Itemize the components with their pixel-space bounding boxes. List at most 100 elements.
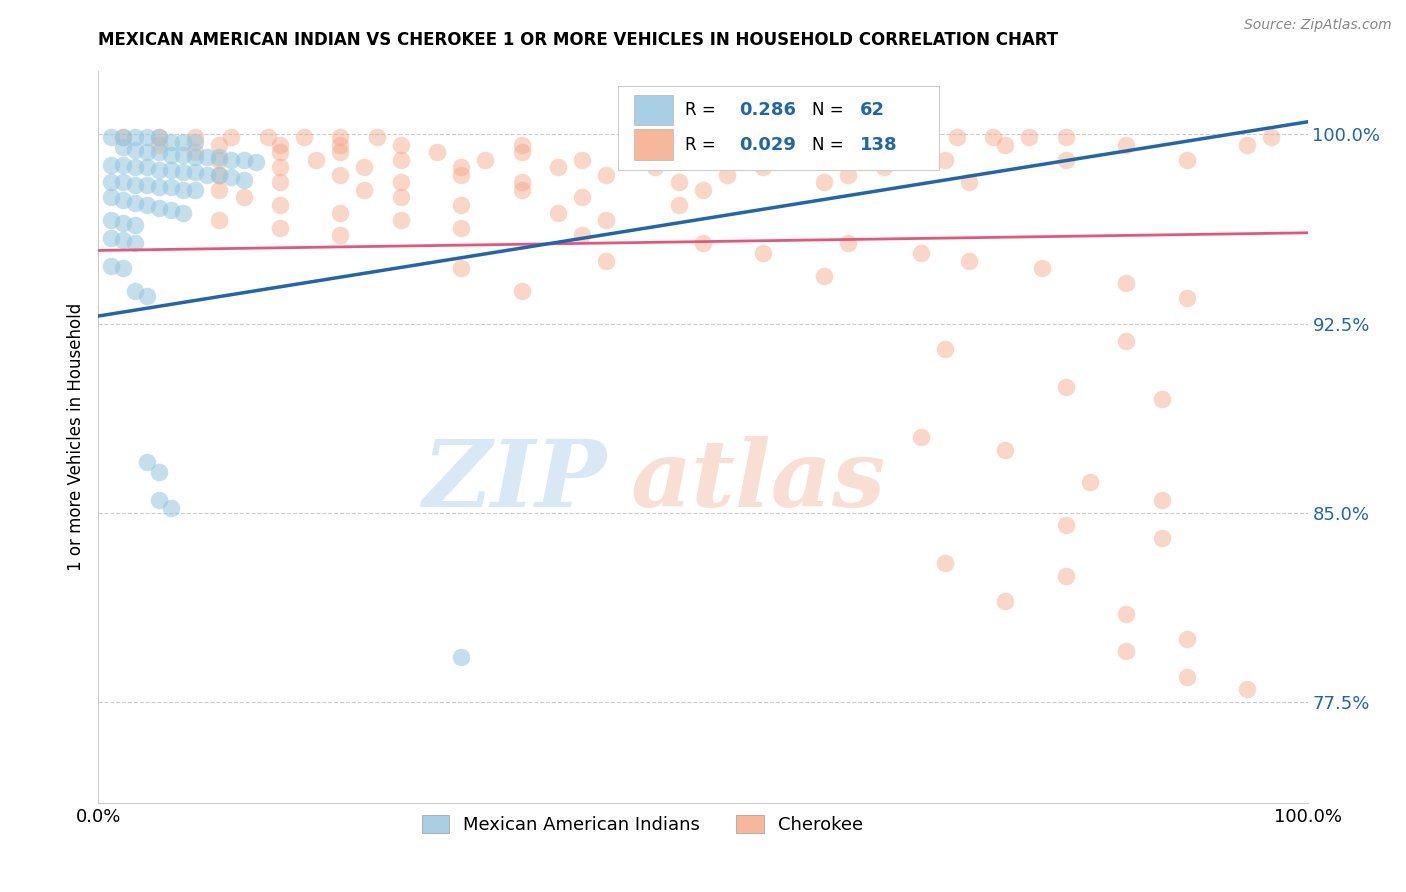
Point [510, 175, 533, 189]
Point [571, 153, 593, 167]
Point [957, 175, 980, 189]
Point [450, 160, 472, 174]
Point [692, 183, 714, 197]
Point [208, 213, 231, 227]
Point [934, 153, 956, 167]
Point [329, 145, 352, 159]
Point [994, 442, 1017, 457]
Point [1236, 682, 1258, 697]
Point [124, 160, 146, 174]
Point [1054, 153, 1077, 167]
Point [994, 137, 1017, 152]
FancyBboxPatch shape [619, 86, 939, 170]
Point [269, 137, 291, 152]
Point [450, 220, 472, 235]
Point [1152, 392, 1174, 407]
Point [450, 198, 472, 212]
Point [873, 137, 896, 152]
Point [426, 145, 449, 159]
Point [1054, 379, 1077, 393]
Point [1152, 531, 1174, 545]
Point [124, 218, 146, 232]
Point [148, 466, 170, 480]
Point [184, 150, 207, 164]
Point [813, 175, 835, 189]
Point [208, 168, 231, 182]
Point [994, 594, 1017, 608]
Point [111, 233, 134, 247]
Point [1078, 475, 1101, 490]
Point [813, 153, 835, 167]
Point [934, 556, 956, 570]
Text: R =: R = [685, 136, 721, 153]
Point [269, 220, 291, 235]
Point [752, 137, 775, 152]
Point [752, 145, 775, 159]
Point [124, 235, 146, 250]
Point [389, 213, 412, 227]
Point [752, 160, 775, 174]
Point [148, 201, 170, 215]
Point [195, 150, 218, 164]
Text: MEXICAN AMERICAN INDIAN VS CHEROKEE 1 OR MORE VEHICLES IN HOUSEHOLD CORRELATION : MEXICAN AMERICAN INDIAN VS CHEROKEE 1 OR… [98, 31, 1059, 49]
Point [510, 183, 533, 197]
Point [148, 137, 170, 152]
Point [1031, 261, 1053, 276]
Point [510, 284, 533, 298]
Point [100, 175, 122, 189]
Point [813, 268, 835, 283]
Text: 0.029: 0.029 [740, 136, 796, 153]
Text: 62: 62 [860, 101, 886, 120]
Point [135, 289, 157, 303]
Point [631, 145, 654, 159]
FancyBboxPatch shape [634, 95, 672, 126]
Point [245, 155, 267, 169]
Point [135, 455, 157, 469]
Point [329, 130, 352, 145]
Point [221, 153, 243, 167]
Point [329, 168, 352, 182]
Point [510, 145, 533, 159]
Point [692, 153, 714, 167]
Point [595, 253, 617, 268]
Point [1018, 130, 1040, 145]
Point [765, 130, 787, 145]
Point [111, 261, 134, 276]
Point [172, 165, 194, 179]
Point [160, 203, 183, 218]
Point [148, 493, 170, 508]
Point [269, 198, 291, 212]
FancyBboxPatch shape [634, 129, 672, 160]
Point [135, 178, 157, 192]
Point [1115, 644, 1137, 658]
Point [571, 190, 593, 204]
Point [873, 160, 896, 174]
Point [752, 246, 775, 260]
Point [111, 130, 134, 145]
Point [305, 153, 328, 167]
Point [329, 137, 352, 152]
Point [184, 135, 207, 149]
Point [100, 130, 122, 145]
Point [644, 160, 666, 174]
Point [111, 175, 134, 189]
Point [1236, 137, 1258, 152]
Point [1115, 334, 1137, 349]
Point [172, 183, 194, 197]
Point [571, 228, 593, 243]
Point [692, 235, 714, 250]
Text: ZIP: ZIP [422, 436, 606, 526]
Point [269, 145, 291, 159]
Point [160, 147, 183, 161]
Point [668, 175, 690, 189]
Point [1152, 493, 1174, 508]
Point [474, 153, 496, 167]
Point [184, 183, 207, 197]
Point [837, 235, 859, 250]
Point [148, 130, 170, 145]
Point [450, 168, 472, 182]
Point [184, 165, 207, 179]
Point [195, 168, 218, 182]
Point [100, 158, 122, 172]
Text: Source: ZipAtlas.com: Source: ZipAtlas.com [1244, 18, 1392, 32]
